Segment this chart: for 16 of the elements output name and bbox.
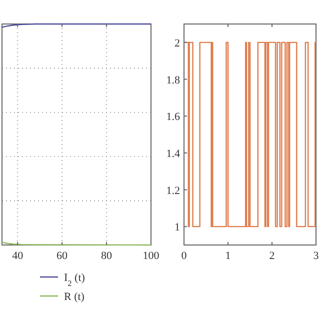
x-tick-label: 80 [101, 250, 113, 262]
y-tick-label: 1.4 [166, 148, 180, 160]
legend-label: R (t) [64, 291, 85, 303]
x-tick-label: 60 [56, 250, 68, 262]
x-tick-label: 0 [181, 250, 188, 262]
x-tick-label: 1 [225, 250, 231, 262]
x-tick-label: 100 [142, 250, 160, 262]
x-tick-label: 3 [313, 250, 320, 262]
y-tick-label: 1.2 [166, 184, 180, 197]
x-tick-label: 2 [269, 250, 275, 262]
y-tick-label: 1.6 [166, 111, 180, 124]
y-tick-label: 1.8 [166, 74, 180, 86]
y-tick-label: 2 [174, 37, 180, 50]
x-tick-label: 40 [12, 250, 24, 262]
legend-label: I$_{2}$ (t) [64, 272, 86, 288]
y-tick-label: 1 [174, 222, 180, 234]
